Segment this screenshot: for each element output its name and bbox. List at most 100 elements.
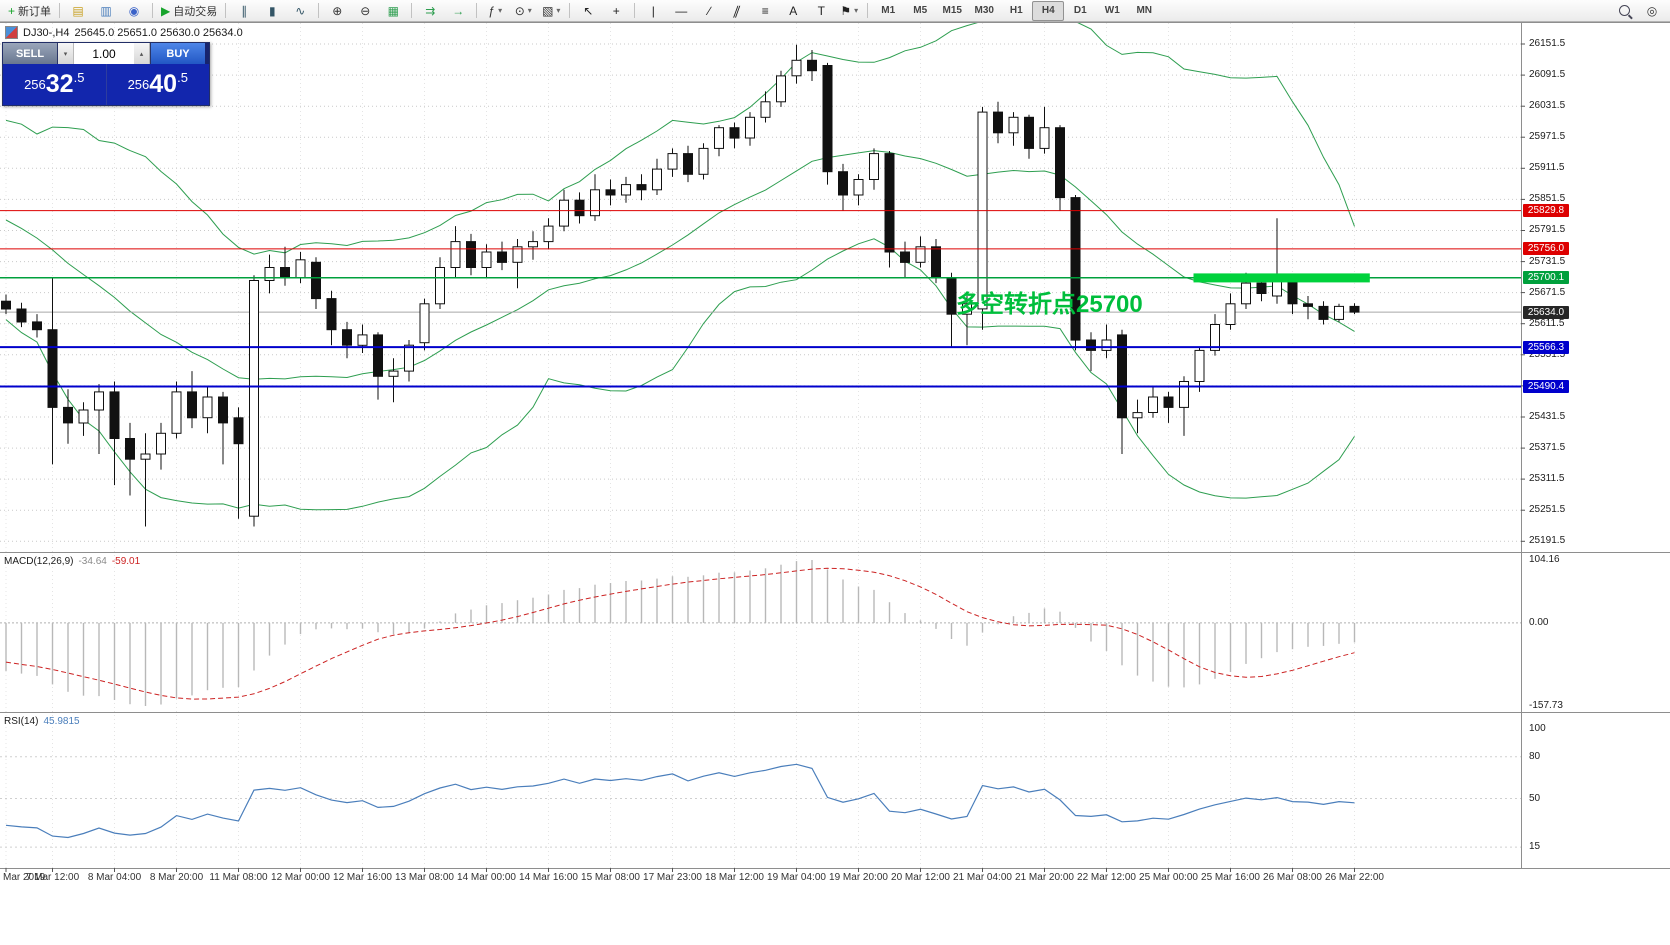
navigator-icon[interactable]: ◉	[120, 1, 148, 21]
macd-indicator-label: MACD(12,26,9) -34.64 -59.01	[4, 556, 140, 567]
arrows-icon: ⚑	[840, 3, 852, 18]
tile-windows-button[interactable]: ▦	[379, 1, 407, 21]
sell-price[interactable]: 256 32 .5	[3, 64, 107, 105]
volume-increase-button[interactable]: ▴	[134, 43, 150, 64]
bollinger-upper	[5, 14, 1355, 255]
price-tick-label: 25971.5	[1529, 131, 1566, 143]
macd-scale-zero: 0.00	[1529, 616, 1549, 628]
channel-button[interactable]: ∥	[723, 1, 751, 21]
timeframe-h4-button[interactable]: H4	[1032, 0, 1065, 21]
autoscroll-button[interactable]: ⇉	[416, 1, 444, 21]
timeframe-w1-button[interactable]: W1	[1104, 5, 1120, 16]
horizontal-line-icon: —	[675, 3, 688, 18]
sell-price-big-digits: 32	[45, 70, 74, 98]
vertical-line-button[interactable]: |	[639, 1, 667, 21]
annotation-text[interactable]: 多空转折点25700	[956, 291, 1143, 318]
quick-help-button[interactable]: ◎	[1638, 1, 1666, 21]
quick-help-icon: ◎	[1646, 3, 1658, 18]
toolbar-separator	[318, 3, 320, 18]
timeframe-h1-button[interactable]: H1	[1009, 5, 1023, 16]
timeframe-m15-button[interactable]: M15	[942, 5, 962, 16]
timeframe-mn-button[interactable]: MN	[1136, 5, 1153, 16]
templates-button[interactable]: ▧ ▾	[537, 1, 565, 21]
label-button[interactable]: T	[807, 1, 835, 21]
text-icon: A	[789, 3, 798, 18]
text-button[interactable]: A	[779, 1, 807, 21]
trendline-button[interactable]: ∕	[695, 1, 723, 21]
one-click-price-row: 256 32 .5 256 40 .5	[3, 64, 209, 105]
rsi-scale-label: 15	[1529, 841, 1541, 853]
time-axis-label: 20 Mar 12:00	[891, 872, 950, 883]
cursor-button[interactable]: ↖	[574, 1, 602, 21]
data-window-icon[interactable]: ▥	[92, 1, 120, 21]
toolbar-separator	[152, 3, 154, 18]
cursor-icon: ↖	[583, 3, 594, 18]
fibonacci-button[interactable]: ≡	[751, 1, 779, 21]
chevron-down-icon: ▾	[854, 6, 859, 15]
price-tick-label: 25371.5	[1529, 442, 1566, 454]
price-tick-label: 25311.5	[1529, 473, 1565, 485]
toolbar-separator	[476, 3, 478, 18]
time-axis-label: 21 Mar 04:00	[953, 872, 1012, 883]
zoom-out-button[interactable]: ⊖	[351, 1, 379, 21]
price-tick-label: 25611.5	[1529, 317, 1565, 329]
time-axis-label: 12 Mar 16:00	[333, 872, 392, 883]
bar-chart-icon: ∥	[241, 3, 248, 18]
time-axis-label: 26 Mar 22:00	[1325, 872, 1384, 883]
timeframe-m1-button[interactable]: M1	[881, 5, 896, 16]
price-tag-25756.0: 25756.0	[1523, 242, 1569, 256]
rsi-scale-label: 50	[1529, 792, 1541, 804]
charts-icon: ▤	[72, 3, 84, 18]
new-order-button[interactable]: + 新订单	[4, 1, 55, 21]
price-tick-label: 25671.5	[1529, 286, 1566, 298]
sell-price-prefix: 256	[24, 77, 46, 92]
main-toolbar: + 新订单 ▤ ▥ ◉ ▶ 自动交易 ∥ ▮ ∿ ⊕ ⊖ ▦ ⇉ → ƒ ▾ ⊙ ▾ ▧ ▾ ↖ + | — ∕ ∥ ≡ A T ⚑ ▾ M1 M…	[0, 0, 1670, 22]
timeframe-m5-button[interactable]: M5	[913, 5, 928, 16]
timeframe-m30-button[interactable]: M30	[974, 5, 994, 16]
bar-chart-button[interactable]: ∥	[230, 1, 258, 21]
autotrading-button[interactable]: ▶ 自动交易	[157, 1, 221, 21]
bollinger-middle	[5, 150, 1355, 380]
toolbar-separator	[867, 3, 869, 18]
buy-button[interactable]: BUY	[150, 43, 205, 64]
toolbar-separator	[59, 3, 61, 18]
zoom-in-button[interactable]: ⊕	[323, 1, 351, 21]
search-button[interactable]	[1610, 1, 1638, 21]
one-click-trading-panel: SELL ▾ ▴ BUY 256 32 .5 256 40 .5	[2, 42, 210, 106]
arrows-button[interactable]: ⚑ ▾	[835, 1, 863, 21]
price-tick-label: 25251.5	[1529, 504, 1566, 516]
price-scale[interactable]: 26151.5 26091.5 26031.5 25971.5 25911.5 25851…	[1522, 0, 1670, 945]
templates-icon: ▧	[542, 3, 554, 18]
timeframe-d1-button[interactable]: D1	[1073, 5, 1087, 16]
buy-price[interactable]: 256 40 .5	[107, 64, 210, 105]
price-tick-label: 25731.5	[1529, 255, 1566, 267]
price-tag-25829.8: 25829.8	[1523, 204, 1569, 218]
volume-input[interactable]	[74, 43, 134, 64]
chevron-down-icon: ▾	[527, 6, 532, 15]
rsi-indicator-label: RSI(14) 45.9815	[4, 716, 80, 727]
crosshair-icon: +	[612, 3, 620, 18]
toolbar-separator	[411, 3, 413, 18]
autotrading-button-label: 自动交易	[173, 5, 218, 18]
price-tag-25700.1: 25700.1	[1523, 271, 1569, 285]
chevron-down-icon: ▾	[498, 6, 503, 15]
time-axis[interactable]: Mar 2019 7 Mar 12:00 8 Mar 04:00 8 Mar 20:0…	[0, 870, 1522, 888]
chart-shift-button[interactable]: →	[444, 1, 472, 21]
chart-window-icon	[5, 26, 18, 39]
price-tick-label: 26151.5	[1529, 38, 1566, 49]
thick-green-trendline[interactable]	[1193, 273, 1370, 283]
indicators-button[interactable]: ƒ ▾	[481, 1, 509, 21]
sell-button[interactable]: SELL	[3, 43, 58, 64]
time-axis-label: 25 Mar 00:00	[1139, 872, 1198, 883]
chart-ohlc-readout: 25645.0 25651.0 25630.0 25634.0	[74, 26, 243, 39]
candlestick-chart-button[interactable]: ▮	[258, 1, 286, 21]
crosshair-button[interactable]: +	[602, 1, 630, 21]
vertical-line-icon: |	[651, 3, 655, 18]
charts-icon[interactable]: ▤	[64, 1, 92, 21]
buy-price-big-digits: 40	[149, 70, 178, 98]
volume-decrease-button[interactable]: ▾	[58, 43, 74, 64]
line-chart-button[interactable]: ∿	[286, 1, 314, 21]
periods-button[interactable]: ⊙ ▾	[509, 1, 537, 21]
horizontal-line-button[interactable]: —	[667, 1, 695, 21]
